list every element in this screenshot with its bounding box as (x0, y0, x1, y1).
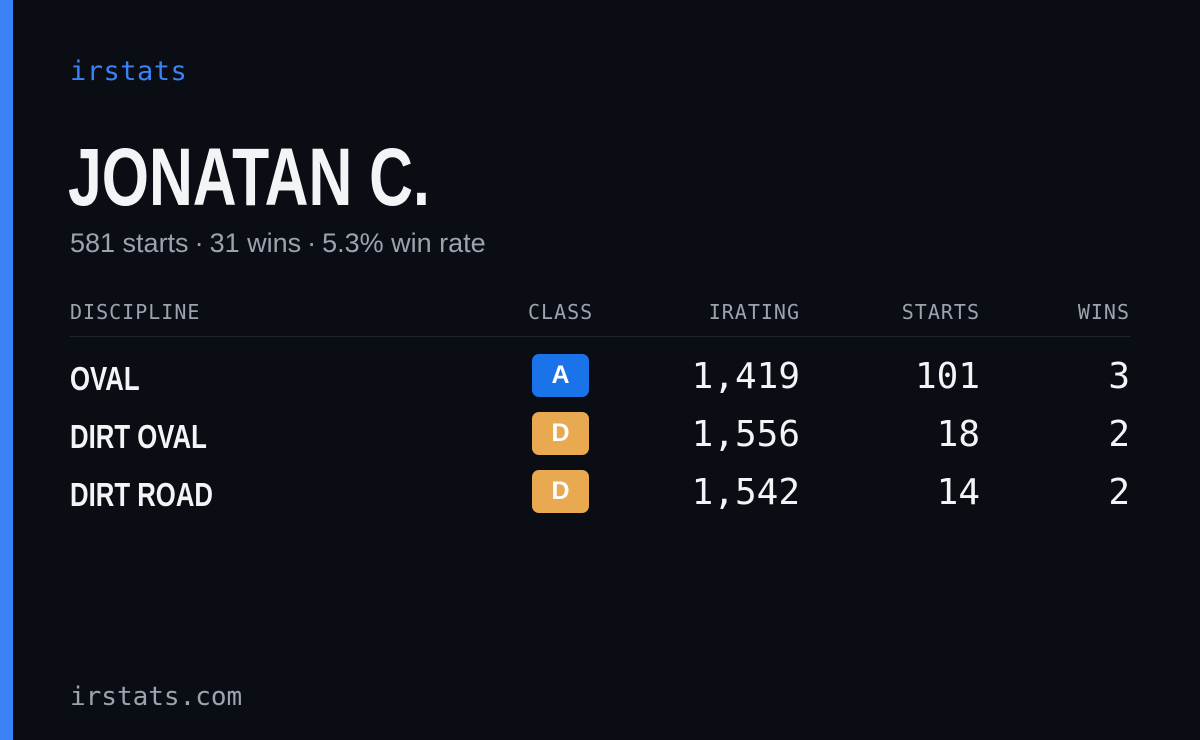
irating-value: 1,419 (691, 356, 800, 397)
discipline-name: DIRT ROAD (70, 476, 213, 513)
irating-value: 1,556 (691, 414, 800, 455)
player-name: JONATAN C. (68, 132, 430, 223)
starts-value: 14 (936, 472, 980, 513)
header-class: CLASS (528, 300, 594, 324)
starts-value: 101 (914, 356, 980, 397)
header-wins: WINS (1077, 300, 1130, 324)
win-rate-summary: 5.3% win rate (322, 228, 486, 258)
license-class-badge: D (532, 412, 589, 455)
brand-logo: irstats (70, 56, 188, 87)
license-class-badge: A (532, 354, 589, 397)
stats-table: DISCIPLINE CLASS IRATING STARTS WINS OVA… (70, 296, 1130, 528)
table-row: DIRT OVAL D 1,556 18 2 (70, 412, 1130, 470)
wins-value: 2 (1108, 472, 1130, 513)
player-summary: 581 starts · 31 wins · 5.3% win rate (70, 228, 486, 259)
starts-value: 18 (936, 414, 980, 455)
irating-value: 1,542 (691, 472, 800, 513)
starts-summary: 581 starts (70, 228, 189, 258)
discipline-name: DIRT OVAL (70, 418, 207, 455)
separator: · (194, 228, 204, 258)
table-body: OVAL A 1,419 101 3 DIRT OVAL D 1,556 18 … (70, 354, 1130, 528)
wins-summary: 31 wins (209, 228, 302, 258)
header-discipline: DISCIPLINE (70, 300, 201, 324)
wins-value: 3 (1108, 356, 1130, 397)
separator: · (307, 228, 317, 258)
table-row: DIRT ROAD D 1,542 14 2 (70, 470, 1130, 528)
header-irating: IRATING (708, 300, 800, 324)
discipline-name: OVAL (70, 360, 140, 397)
wins-value: 2 (1108, 414, 1130, 455)
footer-url: irstats.com (70, 682, 243, 712)
license-class-badge: D (532, 470, 589, 513)
accent-bar (0, 0, 13, 740)
header-starts: STARTS (901, 300, 980, 324)
table-header: DISCIPLINE CLASS IRATING STARTS WINS (70, 296, 1130, 337)
table-row: OVAL A 1,419 101 3 (70, 354, 1130, 412)
